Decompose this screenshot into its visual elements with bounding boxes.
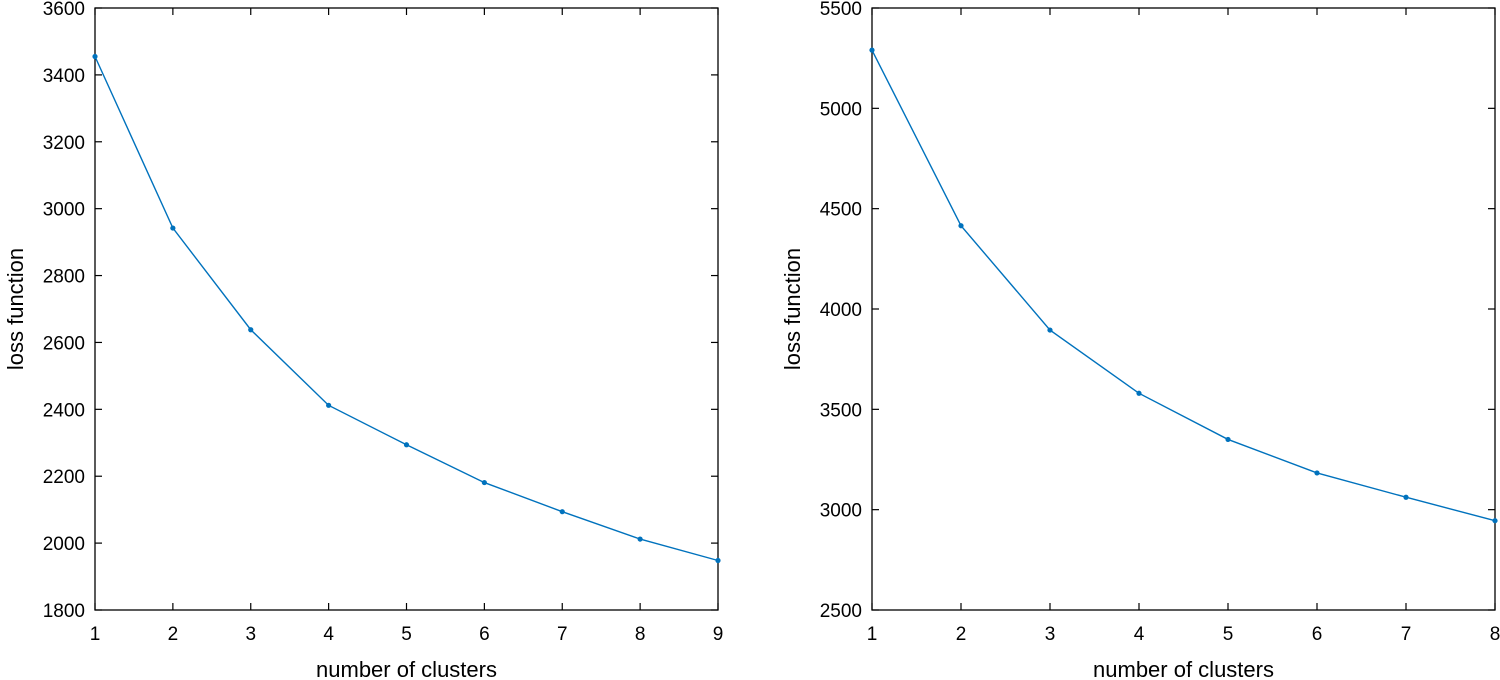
data-point — [715, 557, 721, 564]
data-point — [1047, 327, 1053, 333]
y-tick-label: 3000 — [820, 501, 862, 522]
y-axis-label: loss function — [3, 248, 28, 370]
y-tick-label: 2600 — [43, 333, 85, 354]
y-tick-label: 1800 — [43, 601, 85, 622]
data-point — [958, 223, 964, 229]
x-axis-label: number of clusters — [1093, 657, 1274, 680]
x-axis-label: number of clusters — [316, 657, 497, 680]
y-tick-label: 3200 — [43, 133, 85, 154]
x-tick-label: 8 — [1490, 624, 1500, 645]
y-tick-label: 3500 — [820, 400, 862, 421]
x-tick-label: 4 — [323, 624, 334, 645]
x-tick-label: 8 — [635, 624, 646, 645]
plot-frame — [871, 7, 1496, 611]
x-tick-label: 1 — [90, 624, 101, 645]
data-point — [170, 225, 176, 231]
x-tick-label: 6 — [1312, 624, 1323, 645]
data-point — [559, 509, 565, 515]
x-tick-label: 5 — [1223, 624, 1234, 645]
data-point — [1403, 494, 1409, 500]
series-line — [871, 49, 1496, 522]
y-tick-label: 2500 — [820, 601, 862, 622]
x-tick-label: 7 — [1401, 624, 1412, 645]
data-point — [1314, 470, 1320, 476]
chart-left: 1 2 3 4 5 6 7 8 9 1800 2000 2200 2400 2600 2800 3000 320… — [3, 0, 723, 680]
data-point — [326, 402, 332, 408]
x-tick-label: 2 — [956, 624, 967, 645]
x-tick-label: 2 — [168, 624, 179, 645]
y-tick-label: 5000 — [820, 99, 862, 120]
data-point — [481, 479, 487, 486]
series-line — [94, 56, 719, 562]
x-tick-label: 3 — [1045, 624, 1056, 645]
data-point — [403, 442, 410, 448]
data-point — [1225, 436, 1231, 443]
data-point — [1492, 518, 1498, 524]
data-point — [869, 47, 875, 53]
chart-right: 1 2 3 4 5 6 7 8 2500 3000 3500 4000 4500 5000 5500 numb… — [780, 0, 1500, 680]
x-tick-label: 3 — [245, 624, 256, 645]
x-tick-label: 1 — [867, 624, 878, 645]
y-tick-label: 3400 — [43, 66, 85, 87]
x-tick-label: 4 — [1134, 624, 1145, 645]
y-axis-label: loss function — [780, 248, 805, 370]
data-point — [92, 53, 98, 60]
data-point — [1136, 390, 1142, 396]
data-point — [637, 536, 643, 542]
y-tick-label: 2400 — [43, 400, 85, 421]
y-tick-label: 2000 — [43, 534, 85, 555]
x-tick-label: 9 — [713, 624, 724, 645]
plot-frame — [94, 7, 719, 611]
y-tick-label: 4000 — [820, 300, 862, 321]
y-tick-label: 4500 — [820, 200, 862, 221]
y-tick-label: 3600 — [43, 0, 85, 20]
x-tick-label: 5 — [401, 624, 412, 645]
y-tick-label: 2200 — [43, 467, 85, 488]
x-tick-label: 6 — [479, 624, 490, 645]
data-point — [248, 327, 254, 333]
y-tick-label: 2800 — [43, 267, 85, 288]
y-tick-label: 5500 — [820, 0, 862, 20]
y-tick-label: 3000 — [43, 200, 85, 221]
x-tick-label: 7 — [557, 624, 568, 645]
